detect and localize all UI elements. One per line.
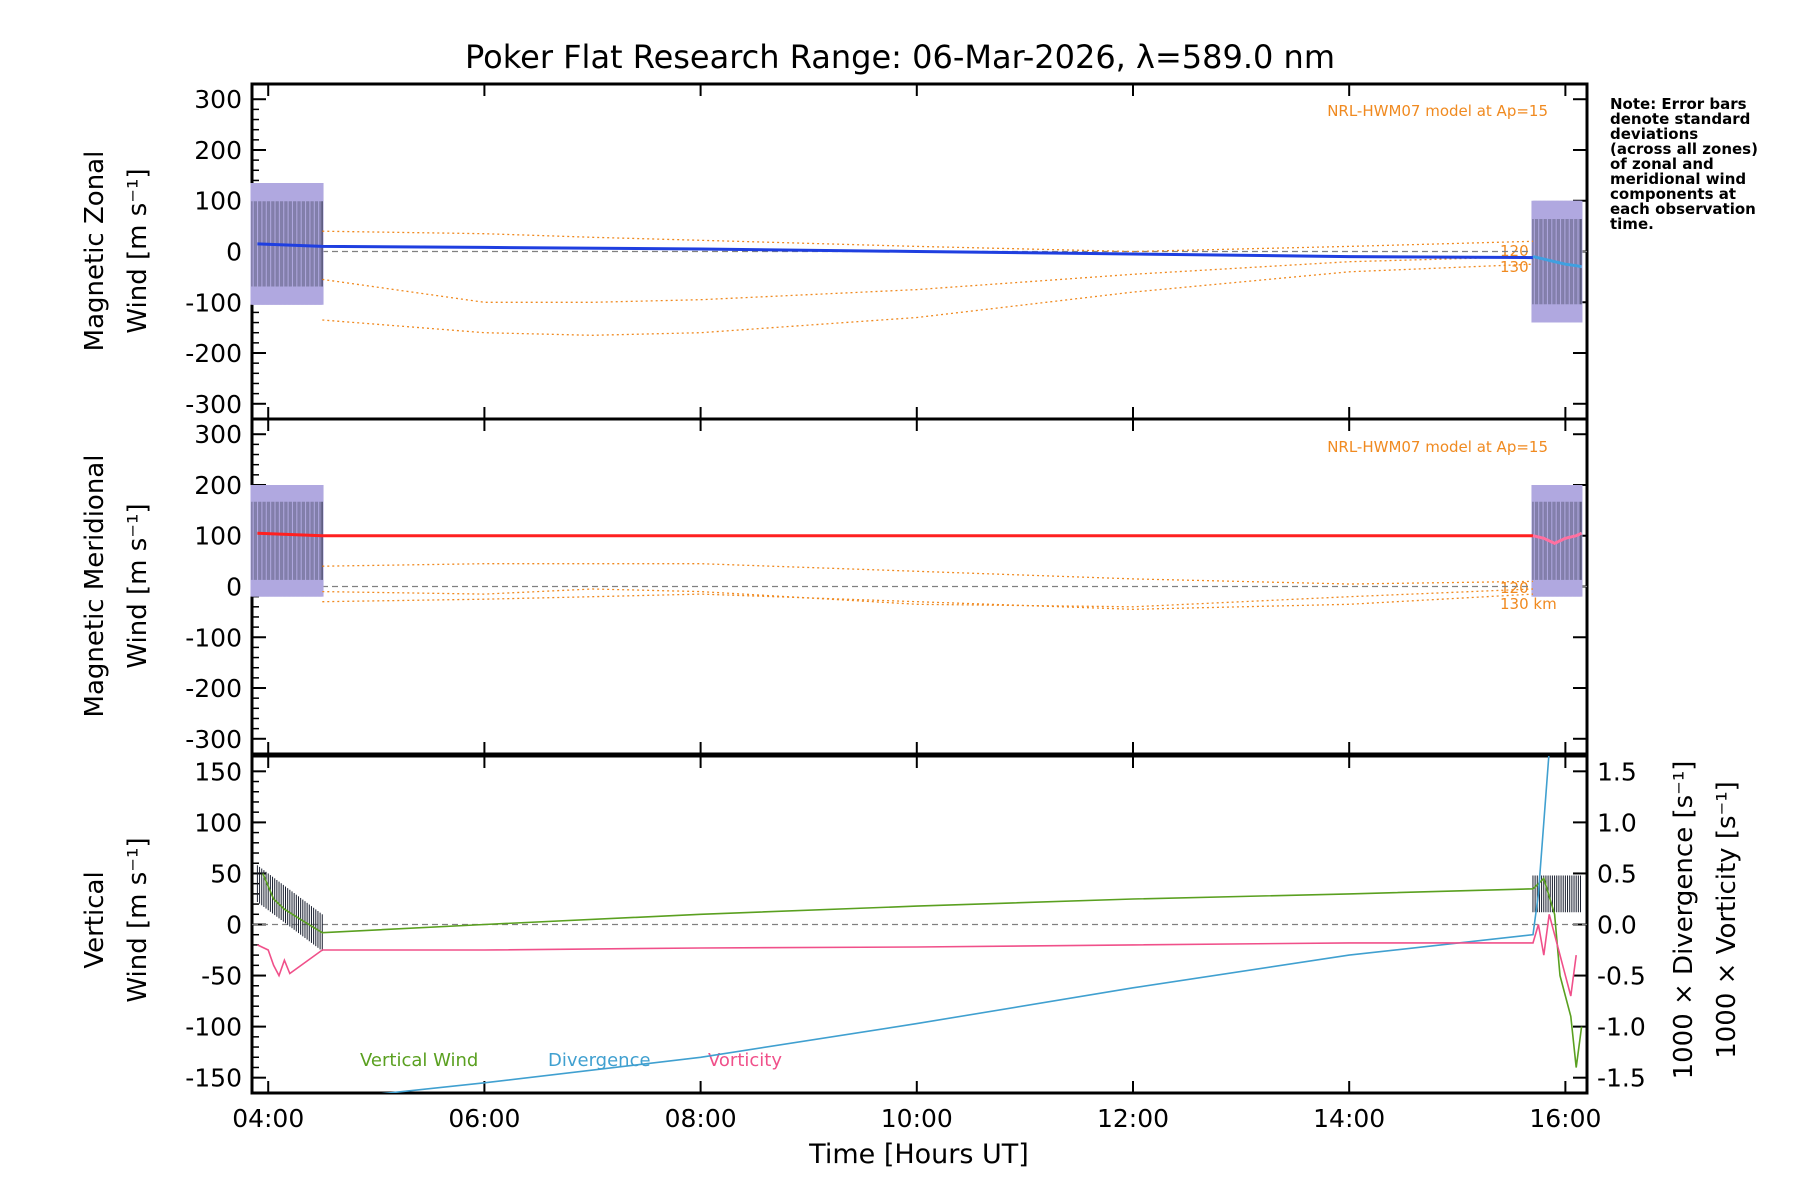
zonal-panel: Magnetic Zonal Wind [m s⁻¹] NRL-HWM07 mo… — [80, 82, 1589, 421]
note-line-6: components at — [1610, 185, 1736, 203]
zonal-model-curve — [322, 255, 1534, 303]
note-line-0: Note: Error bars — [1610, 95, 1747, 113]
note-line-2: deviations — [1610, 125, 1698, 143]
note-line-4: of zonal and — [1610, 155, 1714, 173]
meridional-wind-end-line — [1532, 531, 1583, 546]
right-ytick-label: 1.0 — [1597, 808, 1637, 837]
meridional-ylabel-line2: Wind [m s⁻¹] — [123, 503, 153, 668]
right-ytick-label: 1.5 — [1597, 757, 1637, 786]
zonal-ytick-label: -300 — [185, 390, 242, 419]
x-tick-label: 06:00 — [448, 1104, 520, 1133]
note-line-1: denote standard — [1610, 110, 1750, 128]
meridional-ytick-label: -300 — [185, 725, 242, 754]
meridional-ytick-label: 300 — [194, 420, 242, 449]
x-tick-label: 16:00 — [1529, 1104, 1601, 1133]
right-ytick-label: -0.5 — [1597, 962, 1646, 991]
divergence-axis-label: 1000 × Divergence [s⁻¹] — [1669, 761, 1699, 1080]
vertical-ylabel-line2: Wind [m s⁻¹] — [123, 837, 153, 1002]
meridional-model-curve — [322, 563, 1534, 585]
meridional-model-curve — [322, 593, 1534, 610]
zonal-ylabel-line1: Magnetic Zonal — [80, 151, 110, 352]
note-line-3: (across all zones) — [1610, 140, 1758, 158]
meridional-model-alt-130: 130 km — [1500, 595, 1557, 613]
vertical-wind-line — [262, 873, 1583, 1068]
vertical-ytick-label: -150 — [185, 1064, 242, 1093]
legend-vertical-wind: Vertical Wind — [360, 1050, 478, 1071]
zonal-ytick-label: 300 — [194, 85, 242, 114]
vertical-ytick-label: -50 — [201, 962, 242, 991]
legend-vorticity: Vorticity — [708, 1050, 782, 1071]
meridional-ytick-label: 100 — [194, 522, 242, 551]
vorticity-axis-label: 1000 × Vorticity [s⁻¹] — [1712, 781, 1742, 1059]
meridional-ytick-label: 0 — [226, 573, 242, 602]
right-ytick-label: 0.5 — [1597, 859, 1637, 888]
zonal-model-label: NRL-HWM07 model at Ap=15 — [1327, 102, 1548, 120]
right-ytick-label: -1.5 — [1597, 1064, 1646, 1093]
zonal-wind-end-line — [1532, 255, 1582, 269]
vertical-panel: Vertical Wind [m s⁻¹] 1000 × Divergence … — [80, 754, 1742, 1170]
meridional-ytick-label: -100 — [185, 623, 242, 652]
chart-title: Poker Flat Research Range: 06-Mar-2026, … — [465, 38, 1335, 76]
vertical-ylabel-line1: Vertical — [80, 871, 110, 968]
vorticity-line — [257, 914, 1577, 997]
vertical-ytick-label: 0 — [226, 911, 242, 940]
right-ytick-label: -1.0 — [1597, 1013, 1646, 1042]
zonal-ylabel-line2: Wind [m s⁻¹] — [123, 168, 153, 333]
meridional-ytick-label: 200 — [194, 471, 242, 500]
note-line-7: each observation — [1610, 200, 1756, 218]
x-axis-label: Time [Hours UT] — [808, 1139, 1029, 1170]
legend-divergence: Divergence — [548, 1050, 651, 1071]
zonal-ytick-label: -100 — [185, 288, 242, 317]
vertical-ytick-label: 100 — [194, 808, 242, 837]
note-line-5: meridional wind — [1610, 170, 1746, 188]
meridional-wind-line — [257, 531, 1533, 538]
zonal-ytick-label: 0 — [226, 238, 242, 267]
meridional-ytick-label: -200 — [185, 674, 242, 703]
x-tick-label: 04:00 — [232, 1104, 304, 1133]
x-tick-label: 10:00 — [881, 1104, 953, 1133]
note-line-8: time. — [1610, 215, 1654, 233]
zonal-model-curve — [322, 230, 1534, 253]
meridional-ylabel-line1: Magnetic Meridional — [80, 455, 110, 718]
zonal-ytick-label: 100 — [194, 187, 242, 216]
vertical-ytick-label: 50 — [210, 859, 242, 888]
x-tick-label: 08:00 — [665, 1104, 737, 1133]
meridional-model-curve — [322, 588, 1534, 608]
x-tick-label: 14:00 — [1313, 1104, 1385, 1133]
x-tick-label: 12:00 — [1097, 1104, 1169, 1133]
vertical-ytick-label: 150 — [194, 757, 242, 786]
zonal-model-curve — [322, 263, 1534, 336]
meridional-model-label: NRL-HWM07 model at Ap=15 — [1327, 438, 1548, 456]
divergence-line — [381, 756, 1550, 1093]
meridional-panel: Magnetic Meridional Wind [m s⁻¹] NRL-HWM… — [80, 417, 1589, 756]
right-ytick-label: 0.0 — [1597, 911, 1637, 940]
zonal-ytick-label: 200 — [194, 136, 242, 165]
vertical-ytick-label: -100 — [185, 1013, 242, 1042]
note-block: Note: Error bars denote standard deviati… — [1610, 95, 1758, 233]
zonal-wind-line — [257, 242, 1534, 260]
zonal-ytick-label: -200 — [185, 339, 242, 368]
